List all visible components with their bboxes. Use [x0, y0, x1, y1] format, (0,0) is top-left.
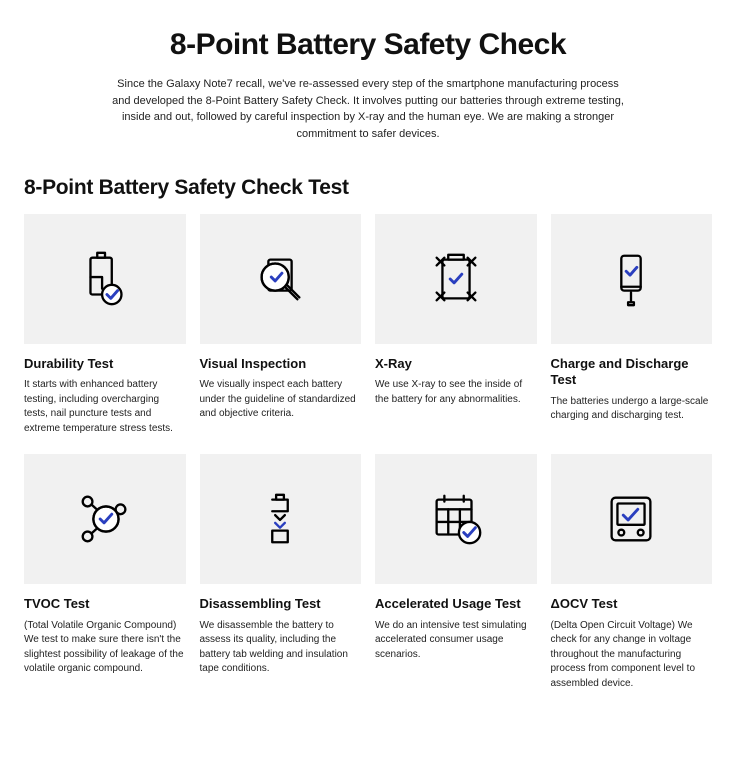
card-desc: It starts with enhanced battery testing,… [24, 378, 186, 436]
card-title: Durability Test [24, 356, 186, 372]
card-title: TVOC Test [24, 596, 186, 612]
card-desc: We use X-ray to see the inside of the ba… [375, 378, 537, 407]
card-desc: The batteries undergo a large-scale char… [551, 395, 713, 424]
card-charge-discharge: Charge and Discharge Test The batteries … [551, 214, 713, 436]
card-desc: We do an intensive test simulating accel… [375, 619, 537, 663]
tvoc-icon [74, 488, 136, 550]
xray-icon [425, 248, 487, 310]
card-accelerated-usage: Accelerated Usage Test We do an intensiv… [375, 454, 537, 691]
card-title: Disassembling Test [200, 596, 362, 612]
card-disassembling: Disassembling Test We disassemble the ba… [200, 454, 362, 691]
icon-box [200, 214, 362, 344]
card-title: ΔOCV Test [551, 596, 713, 612]
intro-text: Since the Galaxy Note7 recall, we've re-… [108, 76, 628, 142]
delta-ocv-icon [600, 488, 662, 550]
icon-box [24, 454, 186, 584]
icon-box [375, 454, 537, 584]
card-title: Charge and Discharge Test [551, 356, 713, 389]
icon-box [551, 454, 713, 584]
card-title: X-Ray [375, 356, 537, 372]
icon-box [375, 214, 537, 344]
card-title: Accelerated Usage Test [375, 596, 537, 612]
card-tvoc: TVOC Test (Total Volatile Organic Compou… [24, 454, 186, 691]
card-desc: We disassemble the battery to assess its… [200, 619, 362, 677]
section-title: 8-Point Battery Safety Check Test [24, 176, 712, 200]
disassembling-icon [249, 488, 311, 550]
charge-discharge-icon [600, 248, 662, 310]
durability-icon [74, 248, 136, 310]
card-xray: X-Ray We use X-ray to see the inside of … [375, 214, 537, 436]
card-durability: Durability Test It starts with enhanced … [24, 214, 186, 436]
card-visual-inspection: Visual Inspection We visually inspect ea… [200, 214, 362, 436]
icon-box [24, 214, 186, 344]
icon-box [200, 454, 362, 584]
card-desc: We visually inspect each battery under t… [200, 378, 362, 422]
cards-grid: Durability Test It starts with enhanced … [24, 214, 712, 691]
icon-box [551, 214, 713, 344]
page-title: 8-Point Battery Safety Check [24, 28, 712, 62]
accelerated-usage-icon [425, 488, 487, 550]
visual-inspection-icon [249, 248, 311, 310]
card-delta-ocv: ΔOCV Test (Delta Open Circuit Voltage) W… [551, 454, 713, 691]
card-desc: (Total Volatile Organic Compound) We tes… [24, 619, 186, 677]
card-title: Visual Inspection [200, 356, 362, 372]
card-desc: (Delta Open Circuit Voltage) We check fo… [551, 619, 713, 692]
